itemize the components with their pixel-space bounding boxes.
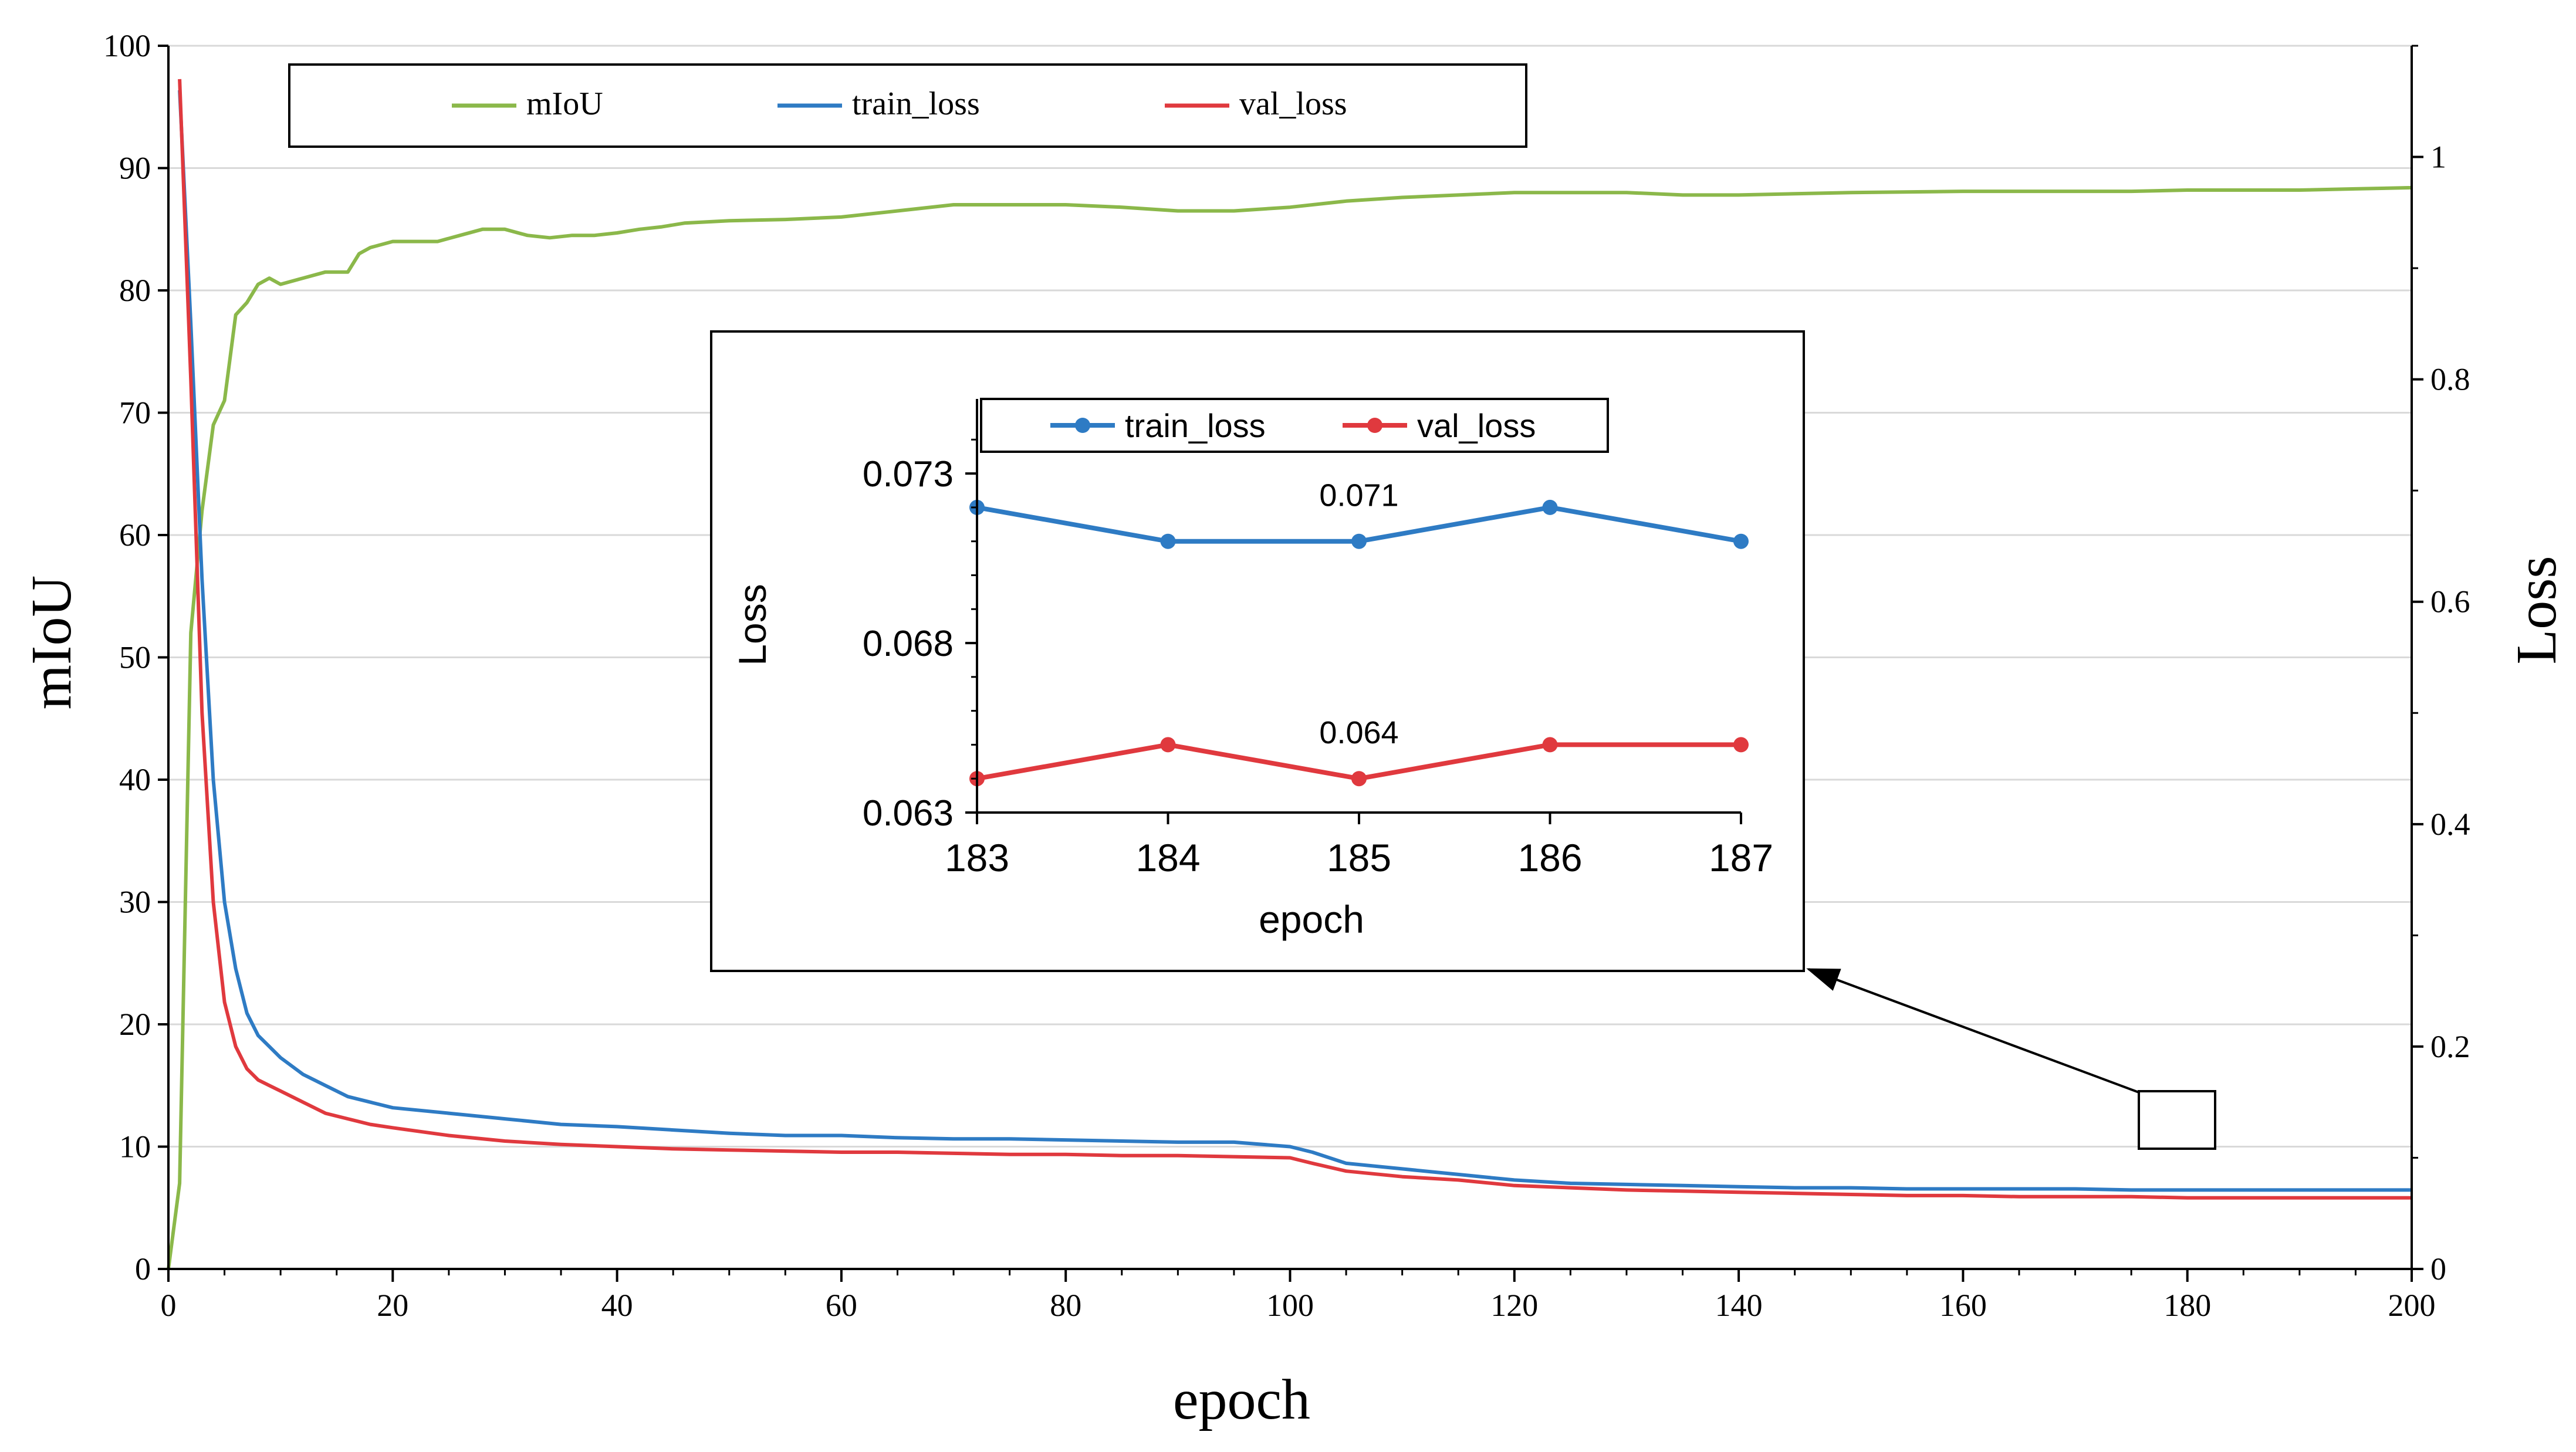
left-y-tick-label-100: 100 [103, 28, 151, 63]
left-y-tick-label-90: 90 [119, 151, 151, 186]
zoom-pointer-arrow [1806, 968, 2139, 1094]
x-tick-label-60: 60 [826, 1288, 857, 1323]
left-y-tick-label-30: 30 [119, 885, 151, 920]
series-line-miou [167, 185, 2412, 1270]
inset-x-ticks: 183 184 185 186 187 [945, 813, 1773, 879]
inset-x-tick-label-185: 185 [1327, 836, 1391, 879]
legend-label-train-loss: train_loss [852, 86, 980, 122]
x-tick-label-160: 160 [1939, 1288, 1987, 1323]
left-y-tick-label-20: 20 [119, 1007, 151, 1042]
inset-x-tick-label-187: 187 [1709, 836, 1773, 879]
legend-label-miou: mIoU [526, 86, 603, 122]
inset-point-val-loss-184 [1160, 737, 1176, 753]
right-y-tick-label-0: 0 [2430, 1251, 2446, 1287]
x-tick-label-40: 40 [601, 1288, 633, 1323]
inset-legend-label-val-loss: val_loss [1417, 407, 1536, 444]
inset-y-tick-label-0-063: 0.063 [863, 793, 954, 834]
inset-annotations: 0.071 0.064 [1319, 478, 1398, 751]
inset-x-tick-label-183: 183 [945, 836, 1009, 879]
inset-y-tick-label-0-068: 0.068 [863, 624, 954, 664]
right-y-tick-label-1: 1 [2430, 140, 2446, 175]
inset-annotation-0-064: 0.064 [1319, 715, 1398, 750]
left-y-tick-label-70: 70 [119, 395, 151, 431]
x-tick-label-200: 200 [2388, 1288, 2436, 1323]
inset-y-axis-title: Loss [731, 584, 774, 665]
series-line-val-loss [178, 79, 2412, 1200]
left-y-tick-label-80: 80 [119, 273, 151, 308]
x-tick-label-120: 120 [1490, 1288, 1538, 1323]
right-y-tick-label-0-4: 0.4 [2430, 807, 2470, 842]
x-tick-label-20: 20 [377, 1288, 408, 1323]
inset-point-val-loss-185 [1351, 771, 1367, 787]
inset-point-train-loss-185 [1351, 533, 1367, 549]
left-y-tick-label-60: 60 [119, 517, 151, 553]
inset-x-axis-title: epoch [1259, 898, 1364, 941]
inset-point-train-loss-187 [1733, 533, 1749, 549]
inset-annotation-0-071: 0.071 [1319, 478, 1398, 513]
right-y-ticks: 0 0.2 0.4 0.6 0.8 1 [2412, 45, 2470, 1287]
inset-y-ticks: 0.063 0.068 0.073 [863, 438, 977, 834]
left-y-tick-label-40: 40 [119, 762, 151, 797]
inset-legend-marker-val-loss [1367, 418, 1382, 433]
x-tick-label-180: 180 [2163, 1288, 2211, 1323]
inset-point-val-loss-187 [1733, 737, 1749, 753]
x-tick-label-140: 140 [1715, 1288, 1763, 1323]
right-y-tick-label-0-6: 0.6 [2430, 584, 2470, 620]
x-tick-label-0: 0 [161, 1288, 177, 1323]
inset-point-train-loss-184 [1160, 533, 1176, 549]
inset-legend-marker-train-loss [1075, 418, 1090, 433]
inset-legend-label-train-loss: train_loss [1125, 407, 1266, 444]
legend-label-val-loss: val_loss [1239, 86, 1347, 122]
main-legend-box [288, 63, 1527, 148]
zoom-region-box [2138, 1090, 2216, 1150]
main-legend: mIoU train_loss val_loss [288, 63, 1527, 148]
left-y-tick-label-50: 50 [119, 640, 151, 675]
right-y-axis-title: Loss [2505, 556, 2568, 664]
inset-series-lines [969, 499, 1749, 787]
inset-y-tick-label-0-073: 0.073 [863, 454, 954, 495]
main-series-lines [167, 79, 2412, 1270]
right-y-tick-label-0-2: 0.2 [2430, 1029, 2470, 1064]
inset-x-tick-label-184: 184 [1135, 836, 1200, 879]
left-y-tick-label-10: 10 [119, 1129, 151, 1165]
right-y-tick-label-0-8: 0.8 [2430, 362, 2470, 397]
left-y-tick-label-0: 0 [135, 1251, 151, 1287]
x-tick-label-80: 80 [1050, 1288, 1081, 1323]
left-y-ticks: 0 10 20 30 40 50 60 70 80 90 100 [103, 28, 168, 1287]
inset-point-train-loss-186 [1542, 499, 1558, 515]
x-ticks: 0 20 40 60 80 100 120 140 160 180 200 [161, 1269, 2436, 1323]
inset-point-val-loss-186 [1542, 737, 1558, 753]
inset-x-tick-label-186: 186 [1517, 836, 1582, 879]
series-line-train-loss [178, 90, 2412, 1192]
left-y-axis-title: mIoU [20, 576, 83, 710]
x-tick-label-100: 100 [1266, 1288, 1314, 1323]
inset-legend: train_loss val_loss [980, 398, 1609, 453]
x-axis-title: epoch [1173, 1368, 1310, 1431]
